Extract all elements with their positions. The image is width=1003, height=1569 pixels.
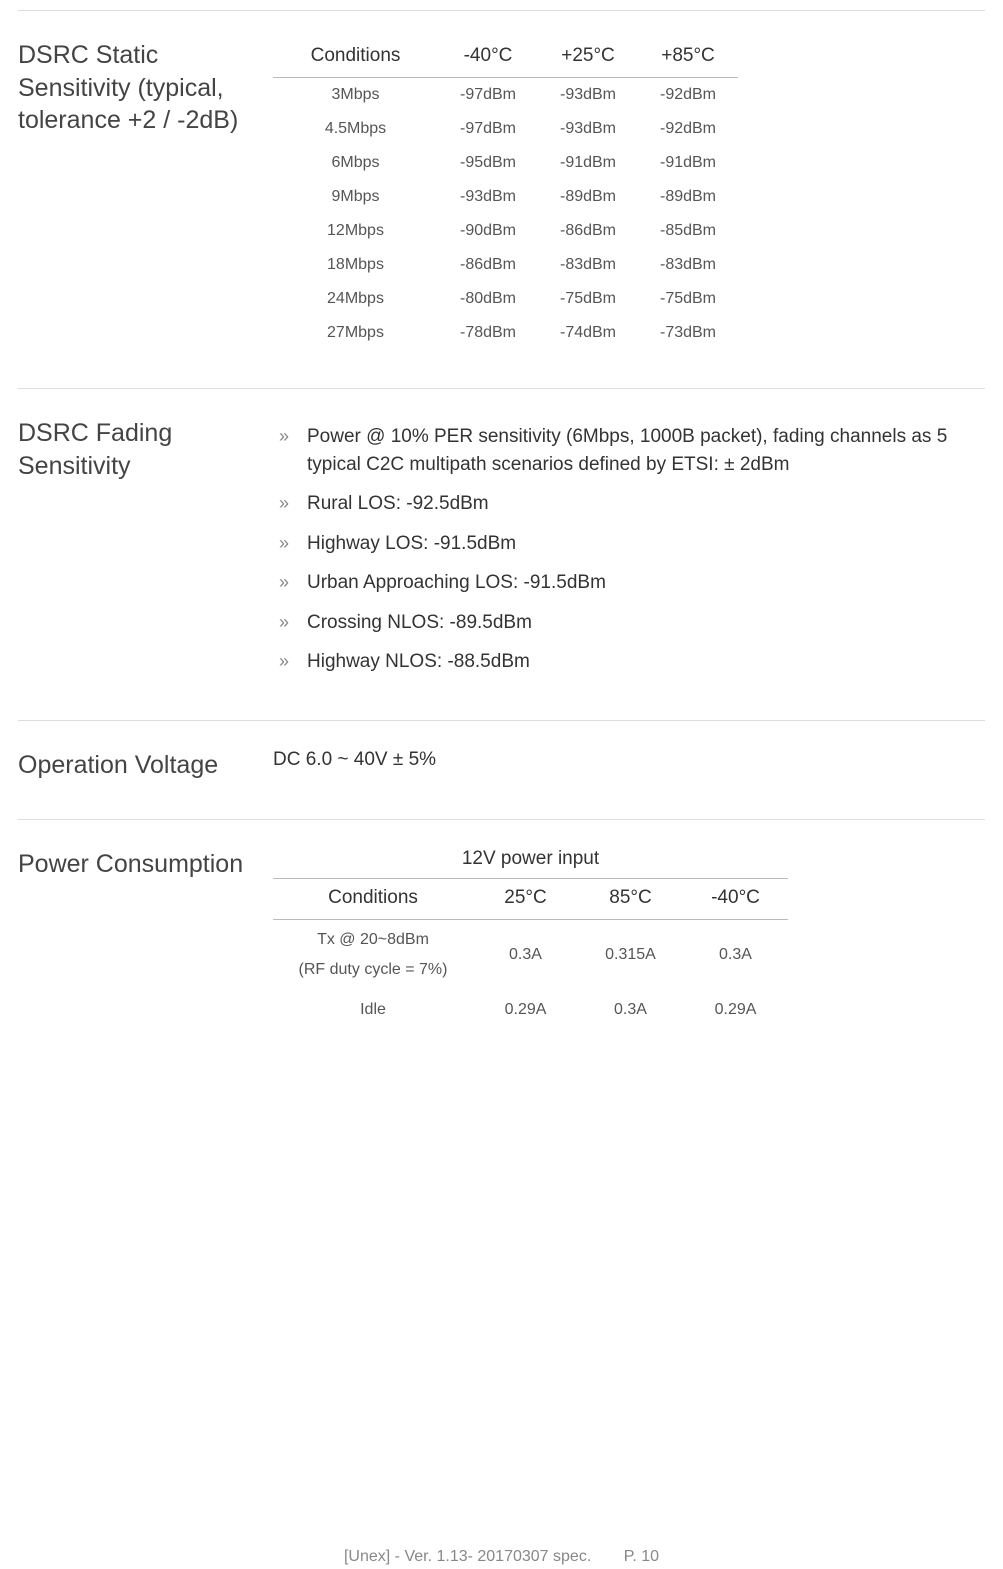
table-cell: 6Mbps	[273, 146, 438, 180]
table-cell: -85dBm	[638, 214, 738, 248]
list-item: Power @ 10% PER sensitivity (6Mbps, 1000…	[279, 417, 985, 484]
table-cell-conditions: Tx @ 20~8dBm(RF duty cycle = 7%)	[273, 920, 473, 991]
table-cell: -83dBm	[638, 248, 738, 282]
static-table-body: 3Mbps-97dBm-93dBm-92dBm4.5Mbps-97dBm-93d…	[273, 78, 738, 351]
table-cell: 0.3A	[578, 990, 683, 1030]
table-row: 24Mbps-80dBm-75dBm-75dBm	[273, 282, 738, 316]
table-cell-conditions: Idle	[273, 990, 473, 1030]
col-temp-plus85: +85°C	[638, 39, 738, 78]
section-static-sensitivity: DSRC Static Sensitivity (typical, tolera…	[18, 10, 985, 388]
table-cell: 4.5Mbps	[273, 112, 438, 146]
section-title: Power Consumption	[18, 848, 273, 1030]
table-row: 9Mbps-93dBm-89dBm-89dBm	[273, 180, 738, 214]
table-cell: -93dBm	[438, 180, 538, 214]
table-cell: -86dBm	[438, 248, 538, 282]
footer-version: [Unex] - Ver. 1.13- 20170307 spec.	[344, 1548, 591, 1565]
table-row: Tx @ 20~8dBm(RF duty cycle = 7%)0.3A0.31…	[273, 920, 788, 991]
list-item: Highway LOS: -91.5dBm	[279, 524, 985, 564]
table-cell: -97dBm	[438, 78, 538, 113]
fading-content: Power @ 10% PER sensitivity (6Mbps, 1000…	[273, 417, 985, 682]
table-cell: -91dBm	[638, 146, 738, 180]
table-cell: -93dBm	[538, 112, 638, 146]
table-cell: -92dBm	[638, 112, 738, 146]
table-cell: -83dBm	[538, 248, 638, 282]
power-consumption-table: 12V power input Conditions 25°C 85°C -40…	[273, 848, 788, 1030]
fading-list: Power @ 10% PER sensitivity (6Mbps, 1000…	[273, 417, 985, 682]
col-temp-minus40: -40°C	[683, 879, 788, 920]
table-row: 4.5Mbps-97dBm-93dBm-92dBm	[273, 112, 738, 146]
list-item: Urban Approaching LOS: -91.5dBm	[279, 563, 985, 603]
table-cell: 24Mbps	[273, 282, 438, 316]
table-cell: 0.3A	[473, 920, 578, 991]
col-temp-85: 85°C	[578, 879, 683, 920]
section-title: Operation Voltage	[18, 749, 273, 782]
section-title: DSRC Fading Sensitivity	[18, 417, 273, 682]
table-header-row: Conditions -40°C +25°C +85°C	[273, 39, 738, 78]
section-title: DSRC Static Sensitivity (typical, tolera…	[18, 39, 273, 350]
table-cell: 3Mbps	[273, 78, 438, 113]
table-cell: 12Mbps	[273, 214, 438, 248]
section-fading-sensitivity: DSRC Fading Sensitivity Power @ 10% PER …	[18, 388, 985, 720]
table-row: 18Mbps-86dBm-83dBm-83dBm	[273, 248, 738, 282]
power-table-caption-row: 12V power input	[273, 848, 788, 879]
table-cell: -95dBm	[438, 146, 538, 180]
table-cell: -92dBm	[638, 78, 738, 113]
table-cell: 0.315A	[578, 920, 683, 991]
table-row: 12Mbps-90dBm-86dBm-85dBm	[273, 214, 738, 248]
table-cell: -93dBm	[538, 78, 638, 113]
static-sensitivity-table: Conditions -40°C +25°C +85°C 3Mbps-97dBm…	[273, 39, 738, 350]
page-footer: [Unex] - Ver. 1.13- 20170307 spec. P. 10	[18, 1548, 985, 1566]
table-cell: 0.29A	[473, 990, 578, 1030]
table-cell: -86dBm	[538, 214, 638, 248]
table-cell: -75dBm	[638, 282, 738, 316]
col-temp-25: 25°C	[473, 879, 578, 920]
table-cell: 9Mbps	[273, 180, 438, 214]
table-cell: -97dBm	[438, 112, 538, 146]
table-cell: -89dBm	[638, 180, 738, 214]
table-cell: -89dBm	[538, 180, 638, 214]
list-item: Highway NLOS: -88.5dBm	[279, 642, 985, 682]
table-cell: -80dBm	[438, 282, 538, 316]
col-conditions: Conditions	[273, 39, 438, 78]
section-power-consumption: Power Consumption 12V power input Condit…	[18, 819, 985, 1068]
col-temp-minus40: -40°C	[438, 39, 538, 78]
table-cell: -78dBm	[438, 316, 538, 350]
power-table-caption: 12V power input	[273, 848, 788, 879]
power-table-wrap: 12V power input Conditions 25°C 85°C -40…	[273, 848, 985, 1030]
table-cell: -91dBm	[538, 146, 638, 180]
table-cell: -90dBm	[438, 214, 538, 248]
table-row: 27Mbps-78dBm-74dBm-73dBm	[273, 316, 738, 350]
table-row: 6Mbps-95dBm-91dBm-91dBm	[273, 146, 738, 180]
table-cell: 27Mbps	[273, 316, 438, 350]
voltage-value: DC 6.0 ~ 40V ± 5%	[273, 749, 985, 782]
list-item: Rural LOS: -92.5dBm	[279, 484, 985, 524]
col-temp-plus25: +25°C	[538, 39, 638, 78]
table-cell: -75dBm	[538, 282, 638, 316]
table-row: 3Mbps-97dBm-93dBm-92dBm	[273, 78, 738, 113]
table-cell: -74dBm	[538, 316, 638, 350]
conditions-subtext: (RF duty cycle = 7%)	[273, 958, 473, 982]
table-cell: 18Mbps	[273, 248, 438, 282]
footer-page-number: P. 10	[624, 1548, 659, 1566]
list-item: Crossing NLOS: -89.5dBm	[279, 603, 985, 643]
section-operation-voltage: Operation Voltage DC 6.0 ~ 40V ± 5%	[18, 720, 985, 820]
power-table-body: Tx @ 20~8dBm(RF duty cycle = 7%)0.3A0.31…	[273, 920, 788, 1031]
static-sensitivity-table-wrap: Conditions -40°C +25°C +85°C 3Mbps-97dBm…	[273, 39, 985, 350]
table-cell: 0.3A	[683, 920, 788, 991]
col-conditions: Conditions	[273, 879, 473, 920]
table-cell: -73dBm	[638, 316, 738, 350]
table-header-row: Conditions 25°C 85°C -40°C	[273, 879, 788, 920]
table-row: Idle0.29A0.3A0.29A	[273, 990, 788, 1030]
table-cell: 0.29A	[683, 990, 788, 1030]
